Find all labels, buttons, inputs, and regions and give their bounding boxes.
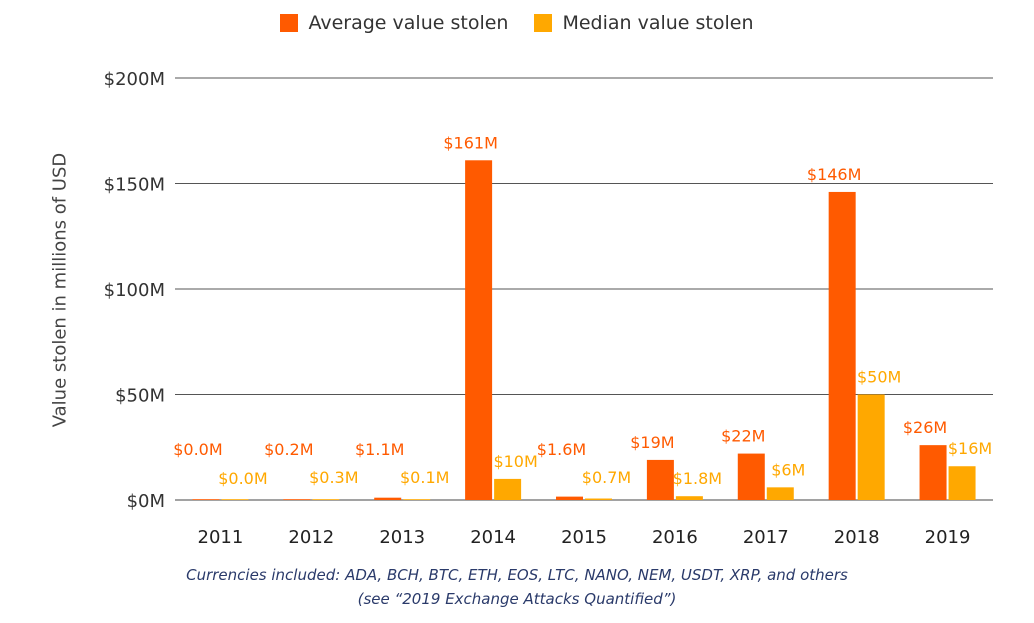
bar-average-2018	[828, 191, 856, 500]
footnote-reference: (see “2019 Exchange Attacks Quantified”)	[357, 590, 677, 608]
legend-swatch-average	[280, 14, 299, 32]
legend-label-median: Median value stolen	[562, 12, 754, 34]
data-label-average-2019: $26M	[903, 418, 947, 437]
bar-median-2013	[403, 499, 431, 500]
bar-average-2014	[465, 160, 493, 501]
data-label-median-2019: $16M	[948, 439, 992, 458]
x-tick-label-2011: 2011	[198, 527, 244, 548]
y-tick-label-200: $200M	[104, 69, 165, 90]
bar-median-2014	[494, 478, 522, 500]
bar-median-2011	[221, 499, 249, 500]
bar-average-2015	[556, 496, 583, 500]
bar-average-2011	[192, 499, 220, 500]
bar-median-2019	[948, 466, 976, 500]
bar-median-2018	[857, 394, 885, 500]
bar-average-2013	[374, 497, 402, 500]
data-label-average-2018: $146M	[807, 165, 862, 184]
bar-chart: $0M $50M $100M $150M $200M 2011 $0.0M $0.0M 2012…	[104, 69, 993, 548]
data-label-average-2014: $161M	[443, 133, 498, 152]
y-tick-label-100: $100M	[104, 280, 165, 301]
bar-median-2012	[312, 499, 340, 500]
data-label-median-2013: $0.1M	[400, 468, 449, 487]
y-tick-label-50: $50M	[115, 386, 165, 407]
data-label-average-2013: $1.1M	[355, 440, 404, 459]
data-label-median-2015: $0.7M	[582, 468, 631, 487]
legend: Average value stolen Median value stolen	[0, 12, 1034, 34]
bar-average-2016	[646, 459, 674, 500]
data-label-median-2014: $10M	[493, 452, 537, 471]
data-label-median-2017: $6M	[771, 460, 805, 479]
bar-average-2012	[283, 499, 311, 500]
x-tick-label-2013: 2013	[379, 527, 425, 548]
x-tick-label-2014: 2014	[470, 527, 516, 548]
data-label-average-2011: $0.0M	[173, 440, 222, 459]
data-label-average-2017: $22M	[721, 427, 765, 446]
legend-swatch-median	[534, 14, 553, 32]
data-label-median-2012: $0.3M	[309, 468, 358, 487]
bar-average-2019	[919, 445, 947, 500]
legend-item-average: Average value stolen	[280, 12, 508, 34]
data-label-median-2016: $1.8M	[673, 469, 722, 488]
x-tick-label-2019: 2019	[925, 527, 971, 548]
legend-item-median: Median value stolen	[534, 12, 754, 34]
x-tick-label-2016: 2016	[652, 527, 698, 548]
x-tick-label-2017: 2017	[743, 527, 789, 548]
y-tick-label-0: $0M	[127, 491, 165, 512]
bar-average-2017	[737, 453, 765, 500]
data-label-median-2018: $50M	[857, 368, 901, 387]
x-tick-label-2015: 2015	[561, 527, 607, 548]
footnote-currencies: Currencies included: ADA, BCH, BTC, ETH,…	[186, 566, 848, 584]
x-tick-label-2012: 2012	[288, 527, 334, 548]
bar-median-2015	[585, 498, 612, 500]
data-label-median-2011: $0.0M	[218, 469, 267, 488]
data-label-average-2016: $19M	[630, 433, 674, 452]
data-label-average-2015: $1.6M	[537, 440, 586, 459]
legend-label-average: Average value stolen	[308, 12, 509, 34]
data-label-average-2012: $0.2M	[264, 440, 313, 459]
bar-median-2016	[675, 496, 703, 500]
x-tick-label-2018: 2018	[834, 527, 880, 548]
bar-median-2017	[766, 487, 794, 500]
y-tick-label-150: $150M	[104, 175, 165, 196]
